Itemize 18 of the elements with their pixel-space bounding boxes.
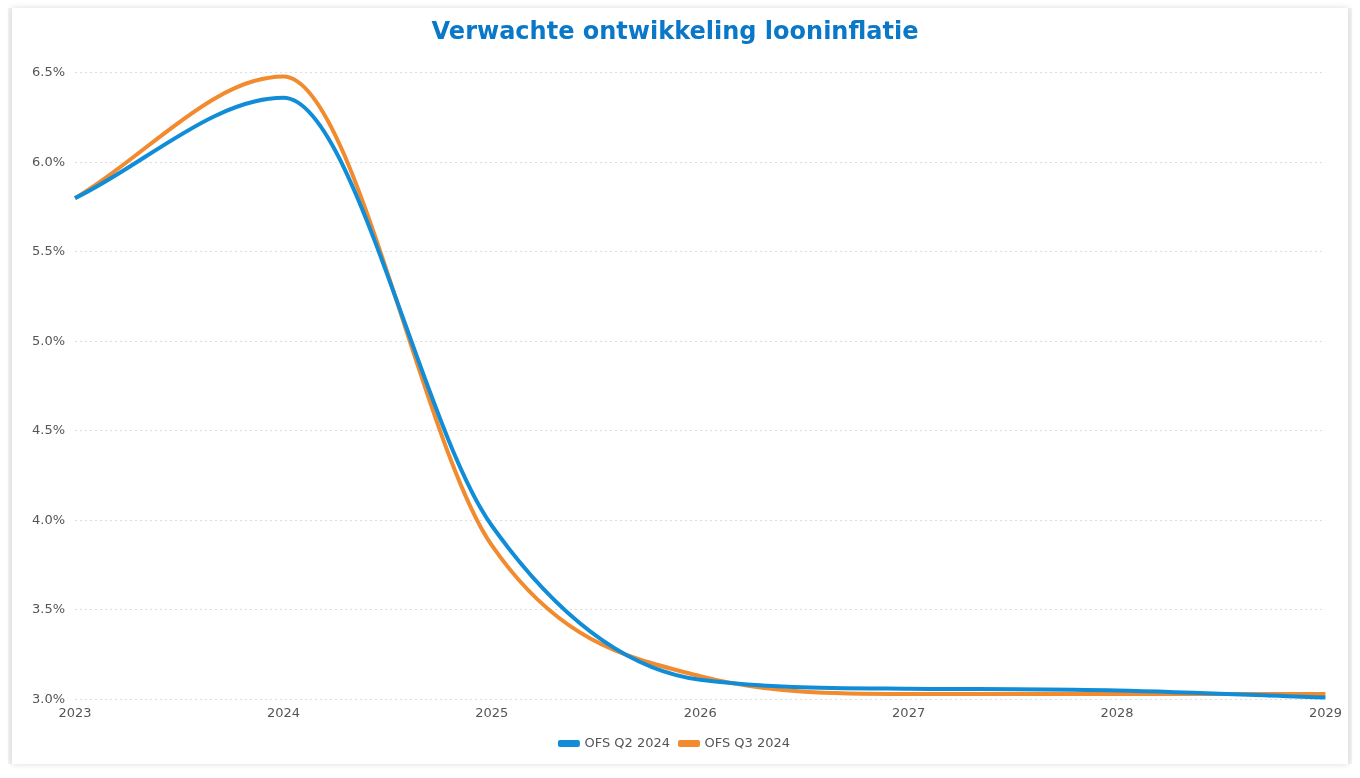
y-tick-label: 4.5% [32, 422, 66, 438]
x-tick-label: 2029 [1308, 704, 1342, 720]
y-tick-label: 5.5% [32, 243, 66, 259]
y-tick-label: 6.5% [32, 64, 66, 80]
x-tick-label: 2025 [475, 704, 509, 720]
y-tick-label: 5.0% [32, 332, 66, 348]
x-tick-label: 2024 [266, 704, 300, 720]
x-tick-label: 2028 [1100, 704, 1134, 720]
y-tick-label: 4.0% [32, 511, 66, 527]
y-tick-label: 3.0% [32, 690, 66, 706]
x-tick-label: 2027 [892, 704, 926, 720]
legend-label: OFS Q3 2024 [704, 734, 791, 750]
x-tick-label: 2026 [683, 704, 717, 720]
y-tick-label: 3.5% [32, 601, 66, 617]
chart-title: Verwachte ontwikkeling looninflatie [431, 16, 919, 45]
legend-label: OFS Q2 2024 [584, 734, 671, 750]
x-tick-label: 2023 [58, 704, 92, 720]
y-tick-label: 6.0% [32, 153, 66, 169]
